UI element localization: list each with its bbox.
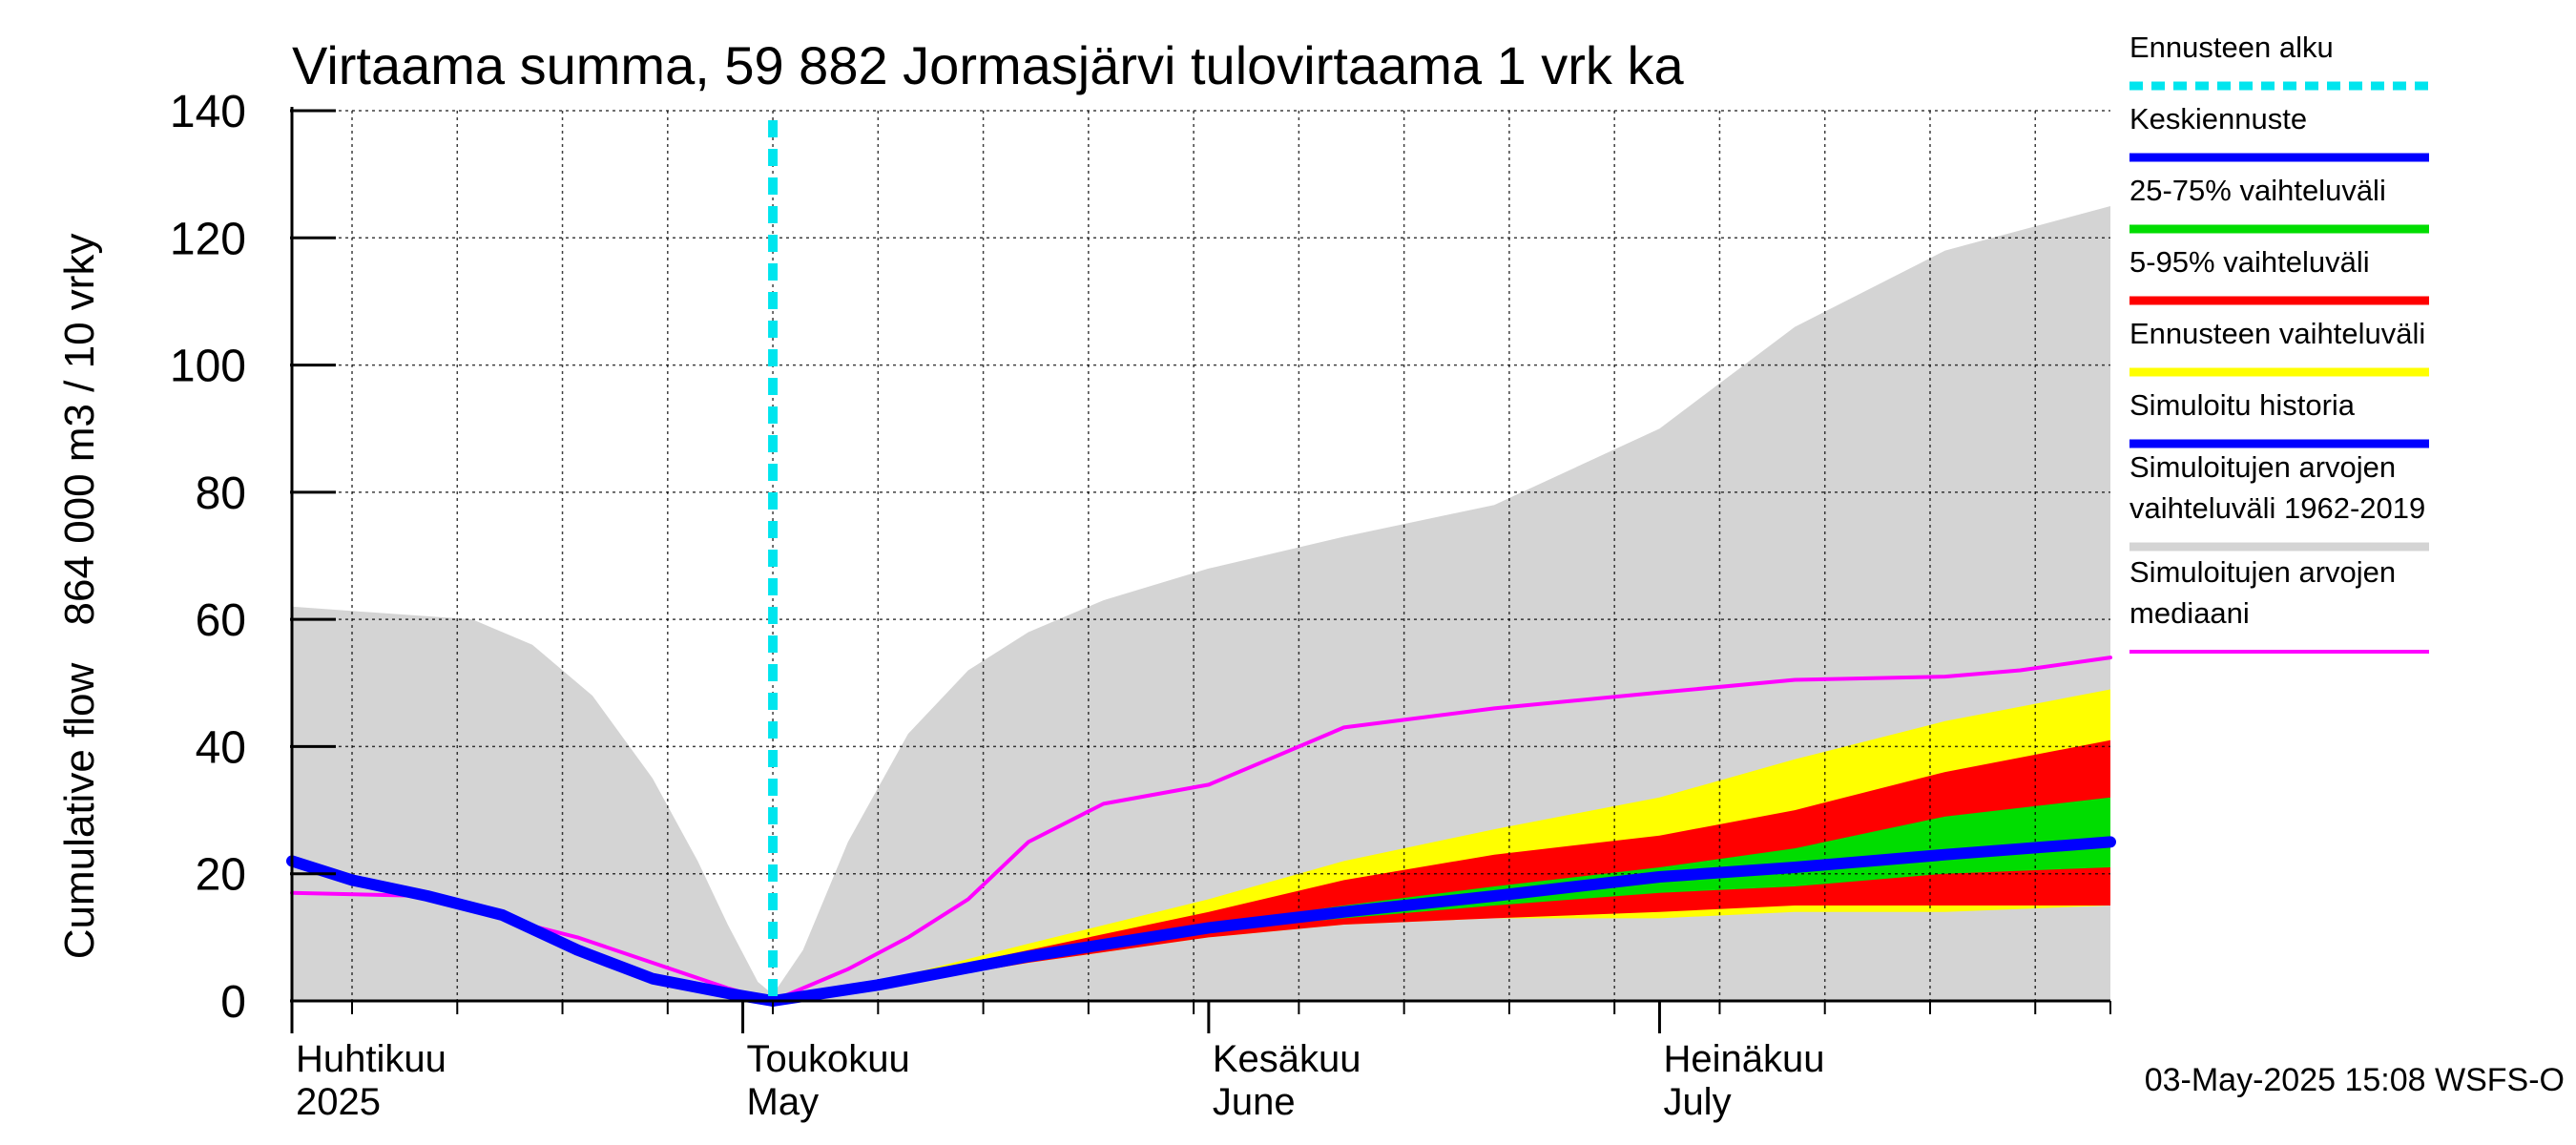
legend-label: vaihteluväli 1962-2019	[2129, 491, 2425, 525]
forecast-range-band	[773, 689, 2110, 1001]
legend-label: Ennusteen alku	[2129, 31, 2334, 64]
month-label-en: May	[747, 1081, 820, 1123]
month-label-fi: Kesäkuu	[1213, 1038, 1361, 1080]
legend: Ennusteen alku Keskiennuste 25-75% vaihtel…	[2129, 31, 2429, 654]
y-tick-label: 0	[220, 977, 246, 1028]
range-5-95-band	[773, 739, 2110, 1001]
y-axis-label-name: Cumulative flow	[56, 663, 103, 960]
range-5-95-layer	[773, 739, 2110, 1001]
month-label-fi: Toukokuu	[747, 1038, 910, 1080]
y-tick-label: 120	[170, 214, 246, 264]
month-label-fi: Huhtikuu	[296, 1038, 447, 1080]
chart-title: Virtaama summa, 59 882 Jormasjärvi tulov…	[292, 35, 1684, 95]
legend-label: 25-75% vaihteluväli	[2129, 174, 2386, 207]
y-tick-label: 40	[196, 722, 246, 773]
legend-item-historical-median: Simuloitujen arvojen mediaani	[2129, 555, 2429, 654]
legend-label: Ennusteen vaihteluväli	[2129, 317, 2425, 350]
legend-item-range-25-75: 25-75% vaihteluväli	[2129, 174, 2429, 234]
y-tick-label: 60	[196, 595, 246, 646]
legend-item-forecast-range: Ennusteen vaihteluväli	[2129, 317, 2429, 377]
legend-item-forecast-start: Ennusteen alku	[2129, 31, 2429, 91]
legend-label: mediaani	[2129, 596, 2250, 630]
legend-item-mean-forecast: Keskiennuste	[2129, 102, 2429, 162]
legend-item-simulated-history: Simuloitu historia	[2129, 388, 2429, 448]
legend-item-range-5-95: 5-95% vaihteluväli	[2129, 245, 2429, 305]
month-label-en: 2025	[296, 1081, 381, 1123]
month-label-en: July	[1663, 1081, 1731, 1123]
mean-forecast-line	[767, 836, 2116, 1007]
y-tick-label: 20	[196, 850, 246, 901]
historical-median-line	[290, 656, 2112, 1003]
axes-layer	[290, 107, 2111, 1033]
y-tick-label: 140	[170, 87, 246, 137]
y-axis-label: 864 000 m3 / 10 vrky Cumulative flow	[56, 234, 103, 960]
simulated-history-line	[286, 855, 779, 1007]
y-tick-label: 100	[170, 342, 246, 392]
legend-label: Keskiennuste	[2129, 102, 2307, 135]
timestamp-label: 03-May-2025 15:08 WSFS-O	[2145, 1062, 2565, 1098]
legend-label: Simuloitu historia	[2129, 388, 2356, 422]
y-tick-labels: 0 20 40 60 80 100 120 140	[170, 87, 246, 1028]
legend-item-historical-range: Simuloitujen arvojen vaihteluväli 1962-20…	[2129, 450, 2429, 552]
legend-label: Simuloitujen arvojen	[2129, 450, 2396, 484]
median-layer	[290, 656, 2112, 1003]
legend-label: Simuloitujen arvojen	[2129, 555, 2396, 589]
y-tick-label: 80	[196, 468, 246, 519]
forecast-range-layer	[773, 689, 2110, 1001]
month-label-fi: Heinäkuu	[1663, 1038, 1824, 1080]
line-layer	[286, 120, 2116, 1007]
y-axis-label-units: 864 000 m3 / 10 vrky	[56, 234, 103, 626]
legend-label: 5-95% vaihteluväli	[2129, 245, 2370, 279]
month-label-en: June	[1213, 1081, 1296, 1123]
